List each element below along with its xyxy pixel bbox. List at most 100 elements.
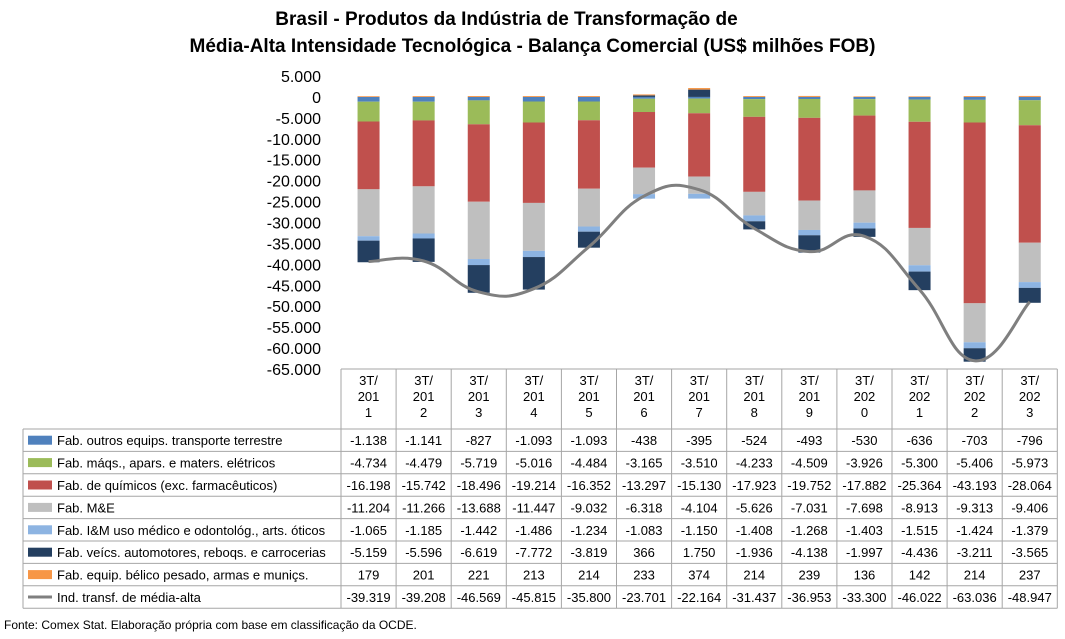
data-label: -36.953 bbox=[787, 590, 831, 605]
data-label: -18.496 bbox=[457, 478, 501, 493]
data-label: 1.750 bbox=[683, 545, 716, 560]
data-label: -33.300 bbox=[842, 590, 886, 605]
data-label: -4.436 bbox=[901, 545, 938, 560]
bar-segment bbox=[522, 202, 545, 251]
data-label: -3.565 bbox=[1011, 545, 1048, 560]
data-label: -7.031 bbox=[791, 500, 828, 515]
data-label: -46.569 bbox=[457, 590, 501, 605]
x-category-label: 7 bbox=[696, 405, 703, 420]
data-label: -45.815 bbox=[512, 590, 556, 605]
legend-label: Fab. M&E bbox=[57, 500, 115, 515]
x-category-label: 3T/ bbox=[1020, 373, 1039, 388]
chart-title: Brasil - Produtos da Indústria de Transf… bbox=[0, 6, 1065, 60]
bar-segment bbox=[853, 222, 876, 229]
bar-segment bbox=[798, 95, 821, 97]
legend-label: Fab. equip. bélico pesado, armas e muniç… bbox=[57, 568, 308, 583]
x-category-label: 201 bbox=[523, 389, 545, 404]
legend-key bbox=[28, 502, 52, 512]
y-tick-label: -65.000 bbox=[267, 362, 321, 379]
bar-segment bbox=[633, 167, 656, 195]
bar-segment bbox=[633, 94, 656, 96]
bar-segment bbox=[577, 120, 600, 189]
bar-segment bbox=[963, 303, 986, 343]
data-label: -6.619 bbox=[460, 545, 497, 560]
data-label: -1.083 bbox=[626, 523, 663, 538]
x-category-label: 201 bbox=[578, 389, 600, 404]
data-label: -39.208 bbox=[402, 590, 446, 605]
bar-segment bbox=[357, 96, 380, 102]
bar-segment bbox=[467, 124, 490, 202]
bar-segment bbox=[688, 89, 711, 97]
bar-segment bbox=[688, 96, 711, 99]
x-category-label: 3T/ bbox=[359, 373, 378, 388]
bar-segment bbox=[743, 96, 766, 100]
x-category-label: 202 bbox=[1019, 389, 1041, 404]
data-label: -5.626 bbox=[736, 500, 773, 515]
bar-segment bbox=[908, 265, 931, 272]
y-tick-label: -40.000 bbox=[267, 257, 321, 274]
bar-segment bbox=[743, 191, 766, 216]
data-label: -524 bbox=[741, 433, 767, 448]
data-label: -9.406 bbox=[1011, 500, 1048, 515]
data-label: -827 bbox=[466, 433, 492, 448]
data-label: 237 bbox=[1019, 568, 1041, 583]
bar-segment bbox=[963, 99, 986, 123]
x-category-label: 202 bbox=[964, 389, 986, 404]
data-label: -1.141 bbox=[405, 433, 442, 448]
bar-segment bbox=[522, 250, 545, 258]
data-label: 239 bbox=[798, 568, 820, 583]
data-label: -5.300 bbox=[901, 456, 938, 471]
bar-segment bbox=[908, 96, 931, 97]
bar-segment bbox=[963, 122, 986, 304]
data-label: -1.442 bbox=[460, 523, 497, 538]
bar-segment bbox=[357, 240, 380, 263]
data-label: -7.698 bbox=[846, 500, 883, 515]
data-label: -4.734 bbox=[350, 456, 387, 471]
data-label: -1.093 bbox=[571, 433, 608, 448]
y-tick-label: -50.000 bbox=[267, 299, 321, 316]
y-tick-label: -45.000 bbox=[267, 278, 321, 295]
bar-segment bbox=[522, 101, 545, 123]
x-category-label: 3 bbox=[475, 405, 482, 420]
data-label: -17.923 bbox=[732, 478, 776, 493]
bar-segment bbox=[853, 115, 876, 191]
x-category-label: 201 bbox=[798, 389, 820, 404]
y-tick-label: -35.000 bbox=[267, 236, 321, 253]
data-label: -11.447 bbox=[512, 500, 555, 515]
data-label: -4.104 bbox=[681, 500, 718, 515]
data-label: -1.486 bbox=[515, 523, 552, 538]
bar-segment bbox=[633, 95, 656, 97]
y-tick-label: -10.000 bbox=[267, 132, 321, 149]
data-label: 366 bbox=[633, 545, 655, 560]
data-label: -11.266 bbox=[402, 500, 445, 515]
bar-segment bbox=[1018, 242, 1041, 283]
data-label: -1.424 bbox=[956, 523, 993, 538]
bar-segment bbox=[688, 113, 711, 177]
bar-segment bbox=[467, 96, 490, 101]
x-category-label: 202 bbox=[909, 389, 931, 404]
data-label: 221 bbox=[468, 568, 490, 583]
data-label: -5.596 bbox=[405, 545, 442, 560]
bar-segment bbox=[1018, 96, 1041, 101]
data-label: -23.701 bbox=[622, 590, 666, 605]
bar-segment bbox=[412, 186, 435, 234]
bar-segment bbox=[688, 193, 711, 199]
x-category-label: 6 bbox=[640, 405, 647, 420]
bar-segment bbox=[577, 101, 600, 121]
bar-segment bbox=[743, 96, 766, 97]
bar-segment bbox=[357, 236, 380, 241]
data-label: -5.973 bbox=[1011, 456, 1048, 471]
data-label: -63.036 bbox=[953, 590, 997, 605]
y-tick-label: -15.000 bbox=[267, 153, 321, 170]
bar-segment bbox=[633, 112, 656, 168]
data-label: -1.515 bbox=[901, 523, 938, 538]
data-label: -28.064 bbox=[1008, 478, 1052, 493]
data-label: -1.234 bbox=[571, 523, 608, 538]
bar-segment bbox=[743, 215, 766, 222]
x-category-label: 201 bbox=[633, 389, 655, 404]
legend-label: Fab. veícs. automotores, reboqs. e carro… bbox=[57, 545, 326, 560]
data-label: -3.165 bbox=[626, 456, 663, 471]
data-label: -530 bbox=[851, 433, 877, 448]
bar-segment bbox=[633, 96, 656, 99]
bar-segment bbox=[853, 190, 876, 223]
